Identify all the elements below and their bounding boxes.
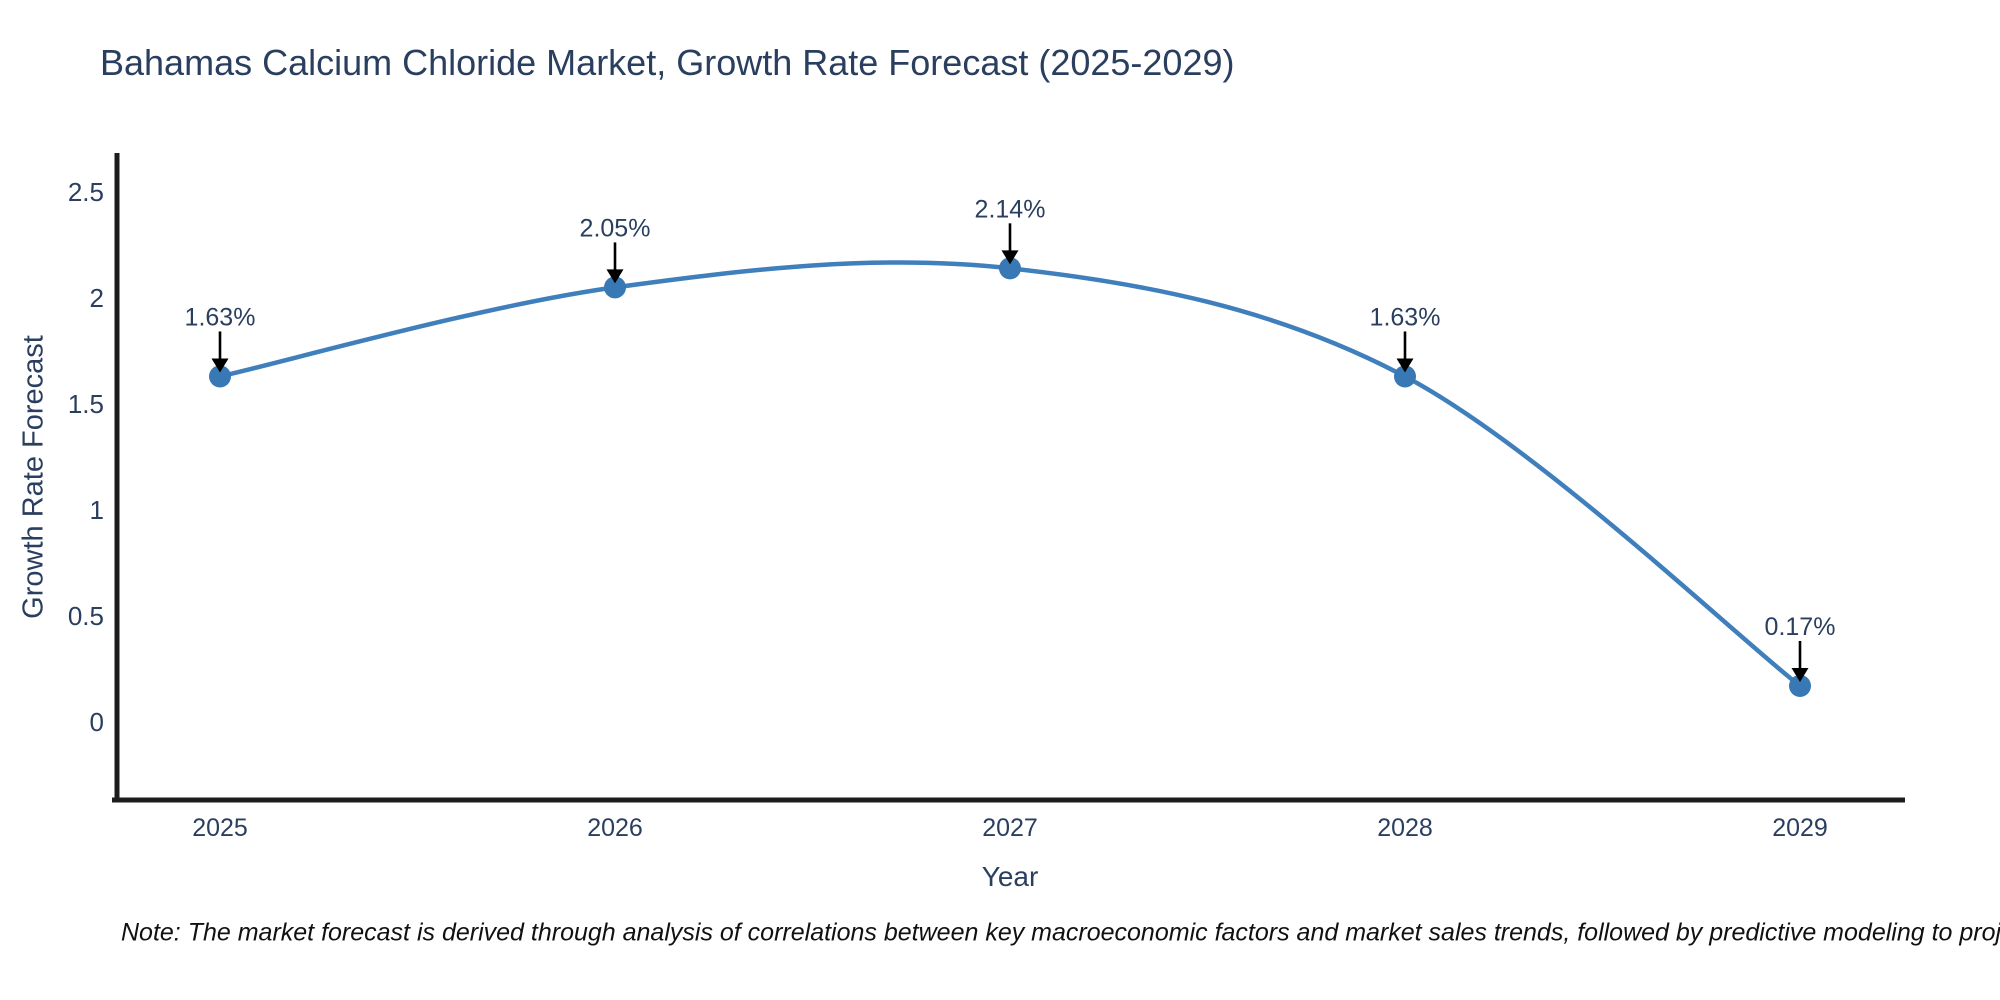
y-tick-label: 2 — [90, 283, 104, 313]
data-point-label: 0.17% — [1765, 613, 1836, 641]
data-point-label: 1.63% — [185, 303, 256, 331]
data-point-label: 2.14% — [975, 195, 1046, 223]
data-point-label: 1.63% — [1370, 303, 1441, 331]
trend-line — [217, 260, 1803, 689]
footnote-text: Note: The market forecast is derived thr… — [121, 918, 2000, 947]
annotation-arrowhead-icon — [1001, 250, 1019, 265]
y-tick-label: 1.5 — [68, 389, 104, 419]
data-point-2027[interactable] — [999, 257, 1021, 280]
y-tick-label: 1 — [90, 495, 104, 525]
y-tick-label: 0 — [90, 707, 104, 737]
chart-title: Bahamas Calcium Chloride Market, Growth … — [100, 42, 1235, 83]
data-point-2026[interactable] — [604, 276, 626, 299]
data-point-2029[interactable] — [1789, 674, 1811, 697]
x-tick-label: 2026 — [587, 814, 643, 842]
x-tick-label: 2029 — [1772, 814, 1828, 842]
data-point-label: 2.05% — [580, 214, 651, 242]
annotation-arrowhead-icon — [1791, 667, 1809, 682]
annotation-arrowhead-icon — [211, 358, 229, 373]
y-tick-label: 2.5 — [68, 177, 104, 207]
data-point-2025[interactable] — [209, 365, 231, 388]
annotation-arrowhead-icon — [606, 269, 624, 284]
x-tick-label: 2028 — [1377, 814, 1433, 842]
x-axis-title: Year — [981, 861, 1039, 892]
data-point-2028[interactable] — [1394, 365, 1416, 388]
annotation-arrowhead-icon — [1396, 358, 1414, 373]
x-tick-label: 2025 — [192, 814, 248, 842]
y-tick-label: 0.5 — [68, 601, 104, 631]
y-axis-title: Growth Rate Forecast — [17, 335, 50, 619]
x-tick-label: 2027 — [982, 814, 1038, 842]
